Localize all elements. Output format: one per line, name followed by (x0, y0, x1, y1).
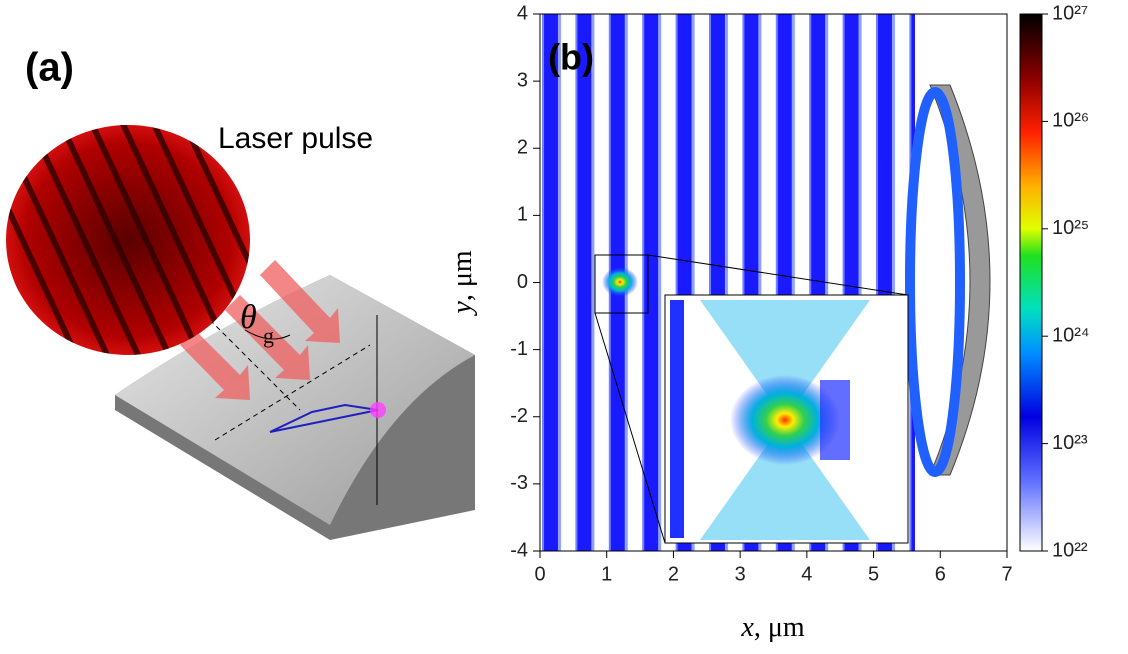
axis-var: x (740, 612, 754, 643)
colorbar-tick-label: 10²³ (1052, 432, 1088, 454)
rays (269, 403, 379, 433)
colorbar-tick-label: 10²⁵ (1052, 217, 1089, 239)
axis-var: y (447, 301, 478, 317)
x-tick-label: 6 (935, 563, 946, 585)
beam-arrows (180, 260, 340, 400)
slab-top (115, 275, 475, 525)
y-tick-label: -2 (510, 405, 528, 427)
y-tick-label: 1 (517, 204, 528, 226)
x-tick-label: 7 (1001, 563, 1012, 585)
dashed-line (214, 344, 371, 441)
x-tick-label: 1 (601, 563, 612, 585)
panel-label: (a) (25, 46, 74, 90)
x-tick-label: 5 (868, 563, 879, 585)
pulse-ripples (6, 125, 250, 355)
x-tick-label: 2 (668, 563, 679, 585)
panel-label: (b) (548, 37, 594, 78)
dashed-line (209, 319, 301, 411)
colorbar-tick-label: 10²² (1052, 539, 1088, 561)
annotation: Laser pulse (218, 122, 373, 155)
axis-unit: , μm (754, 612, 805, 643)
x-tick-label: 0 (534, 563, 545, 585)
y-tick-label: 2 (517, 137, 528, 159)
colorbar-tick-label: 10²⁶ (1052, 110, 1089, 132)
x-tick-label: 4 (801, 563, 812, 585)
x-tick-label: 3 (735, 563, 746, 585)
colorbar-tick-label: 10²⁷ (1052, 2, 1088, 24)
focus-spot (370, 402, 386, 418)
field-image (540, 14, 1007, 551)
angle-arc (244, 329, 291, 340)
y-tick-label: -4 (510, 539, 528, 561)
y-tick-label: 3 (517, 69, 528, 91)
y-tick-label: -3 (510, 472, 528, 494)
y-tick-label: 0 (517, 271, 528, 293)
y-tick-label: 4 (517, 2, 528, 24)
colorbar (1019, 13, 1043, 552)
x-axis-label: x, μm (740, 612, 804, 643)
colorbar-tick-label: 10²⁴ (1052, 324, 1090, 346)
axis-unit: , μm (447, 250, 478, 301)
annotation: θ (240, 299, 257, 336)
y-tick-label: -1 (510, 338, 528, 360)
y-axis-label: y, μm (447, 250, 478, 316)
panel-a: (a) Laser pulse θ g (6, 46, 475, 540)
annotation: g (263, 323, 274, 348)
